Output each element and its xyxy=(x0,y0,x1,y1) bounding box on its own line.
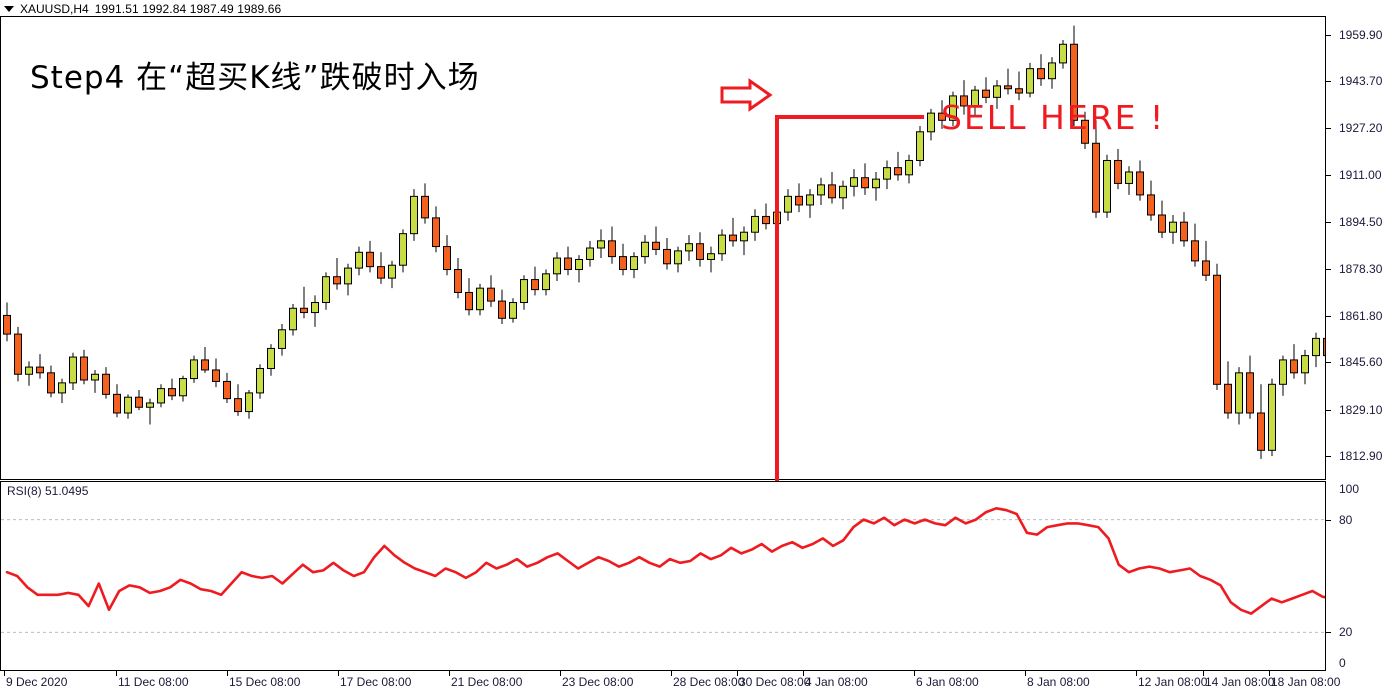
price-scale[interactable]: 1959.90 1943.70 1927.20 1911.00 1894.50 1878.… xyxy=(1325,16,1391,480)
price-tick-label: 1927.20 xyxy=(1339,121,1383,136)
time-tick-mark xyxy=(914,671,915,676)
step-annotation: Step4 在“超买K线”跌破时入场 xyxy=(30,60,480,96)
price-tick-mark xyxy=(1326,456,1331,458)
time-tick-label: 12 Jan 08:00 xyxy=(1138,675,1208,689)
price-tick-label: 1861.80 xyxy=(1339,309,1383,323)
time-tick-label: 28 Dec 08:00 xyxy=(673,675,745,689)
time-tick-label: 8 Jan 08:00 xyxy=(1027,675,1090,689)
time-tick-label: 23 Dec 08:00 xyxy=(562,675,634,689)
time-tick-mark xyxy=(227,671,228,676)
time-tick-mark xyxy=(1025,671,1026,676)
price-tick-mark xyxy=(1326,362,1331,364)
rsi-tick-label: 80 xyxy=(1339,512,1353,527)
rsi-tick-mark xyxy=(1326,632,1331,634)
time-tick-label: 14 Jan 08:00 xyxy=(1205,675,1275,689)
price-tick-label: 1911.00 xyxy=(1339,167,1382,182)
price-tick-mark xyxy=(1326,128,1331,130)
time-tick-mark xyxy=(1269,671,1270,676)
time-tick-mark xyxy=(1136,671,1137,676)
rsi-pane[interactable]: RSI(8) 51.0495 xyxy=(0,481,1326,671)
price-tick-label: 1812.90 xyxy=(1339,449,1383,464)
symbol-bar: XAUUSD,H4 1991.51 1992.84 1987.49 1989.6… xyxy=(0,0,1391,17)
time-tick-mark xyxy=(1203,671,1204,676)
rsi-scale[interactable]: 100 80 20 0 xyxy=(1325,481,1391,671)
price-tick-mark xyxy=(1326,268,1331,270)
triangle-down-icon[interactable] xyxy=(4,5,14,12)
time-tick-mark xyxy=(449,671,450,676)
price-tick-mark xyxy=(1326,34,1331,36)
time-tick-label: 15 Dec 08:00 xyxy=(229,675,301,689)
time-axis[interactable]: 9 Dec 2020 11 Dec 08:00 15 Dec 08:00 17 Dec… xyxy=(0,671,1340,693)
price-tick-label: 1943.70 xyxy=(1339,73,1383,88)
rsi-tick-label: 100 xyxy=(1339,482,1360,496)
rsi-tick-label: 20 xyxy=(1339,625,1353,640)
price-tick-label: 1959.90 xyxy=(1339,27,1383,42)
right-arrow-outline-icon xyxy=(720,78,773,112)
time-tick-mark xyxy=(671,671,672,676)
time-tick-mark xyxy=(4,671,5,676)
time-tick-mark xyxy=(803,671,804,676)
time-tick-label: 30 Dec 08:00 xyxy=(739,675,811,689)
rsi-tick-label: 0 xyxy=(1339,656,1346,670)
time-tick-label: 4 Jan 08:00 xyxy=(805,675,868,689)
price-tick-mark xyxy=(1326,222,1331,224)
time-tick-label: 18 Jan 08:00 xyxy=(1271,675,1341,689)
price-tick-label: 1878.30 xyxy=(1339,261,1383,276)
price-tick-label: 1894.50 xyxy=(1339,215,1383,230)
time-tick-mark xyxy=(338,671,339,676)
price-tick-label: 1829.10 xyxy=(1339,402,1383,417)
rsi-tick-mark xyxy=(1326,519,1331,521)
rsi-series xyxy=(1,507,1325,633)
time-tick-label: 11 Dec 08:00 xyxy=(118,675,189,689)
symbol-label: XAUUSD,H4 xyxy=(20,1,89,16)
price-tick-mark xyxy=(1326,409,1331,411)
price-tick-mark xyxy=(1326,316,1331,317)
price-pane[interactable] xyxy=(0,16,1326,480)
time-tick-label: 21 Dec 08:00 xyxy=(451,675,523,689)
price-tick-mark xyxy=(1326,174,1331,176)
sell-here-label: SELL HERE ! xyxy=(941,98,1166,137)
time-tick-label: 17 Dec 08:00 xyxy=(340,675,412,689)
rsi-legend-label: RSI(8) 51.0495 xyxy=(7,484,89,498)
price-tick-mark xyxy=(1326,80,1331,82)
time-tick-mark xyxy=(116,671,117,676)
ohlc-values: 1991.51 1992.84 1987.49 1989.66 xyxy=(94,1,282,16)
rsi-plot-area: RSI(8) 51.0495 xyxy=(1,482,1326,670)
price-plot-area xyxy=(1,17,1326,479)
time-tick-mark xyxy=(737,671,738,676)
candlestick-series xyxy=(3,25,1325,459)
time-tick-label: 9 Dec 2020 xyxy=(6,675,68,689)
price-tick-label: 1845.60 xyxy=(1339,355,1383,370)
time-tick-mark xyxy=(560,671,561,676)
time-tick-label: 6 Jan 08:00 xyxy=(916,675,979,689)
